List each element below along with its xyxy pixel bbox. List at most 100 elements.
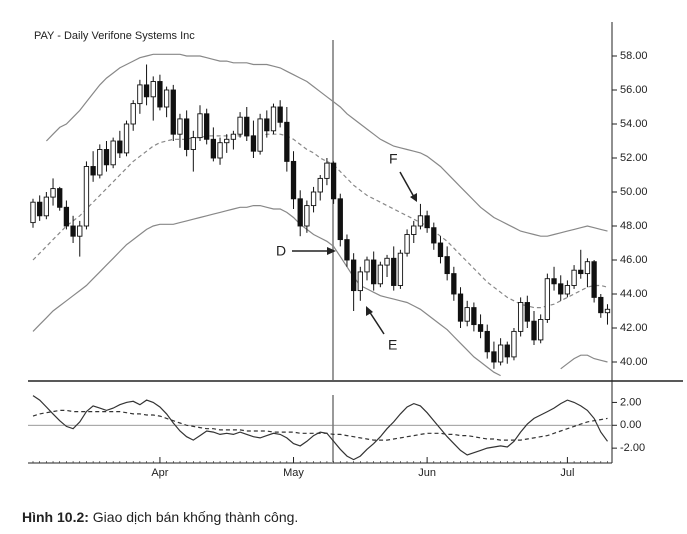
annotation-f: F bbox=[389, 151, 417, 202]
y-tick-label: -2.00 bbox=[620, 442, 645, 454]
candle-body bbox=[57, 188, 63, 208]
candle-body bbox=[270, 106, 277, 132]
candle-body bbox=[591, 261, 597, 298]
candle-body bbox=[411, 225, 417, 235]
candle-body bbox=[571, 269, 577, 286]
candle-body bbox=[310, 191, 317, 207]
band-line bbox=[32, 205, 608, 377]
candle-body bbox=[190, 137, 196, 150]
candle-body bbox=[578, 269, 584, 275]
candle-body bbox=[538, 319, 544, 341]
candle-body bbox=[30, 201, 36, 224]
candle-body bbox=[117, 140, 123, 154]
candle-body bbox=[350, 259, 357, 292]
candle-body bbox=[391, 257, 397, 286]
y-tick-label: 2.00 bbox=[620, 396, 641, 408]
candle-body bbox=[544, 278, 551, 320]
annotation-d: D bbox=[276, 243, 336, 259]
candle-body bbox=[177, 118, 183, 135]
candle-body bbox=[197, 113, 203, 139]
arrowhead bbox=[410, 193, 417, 202]
candle-body bbox=[511, 330, 517, 358]
candle-body bbox=[204, 113, 210, 140]
candle-body bbox=[444, 256, 450, 275]
y-tick-label: 48.00 bbox=[620, 220, 648, 232]
candle-body bbox=[304, 205, 310, 227]
candle-body bbox=[63, 206, 70, 227]
candle-body bbox=[183, 118, 190, 150]
oscillator-line bbox=[32, 395, 608, 461]
candle-body bbox=[130, 103, 136, 125]
x-tick-label: May bbox=[283, 467, 304, 479]
candle-body bbox=[551, 278, 557, 285]
arrow bbox=[368, 310, 385, 335]
candle-body bbox=[564, 285, 571, 295]
candle-body bbox=[97, 149, 103, 176]
candle-body bbox=[143, 84, 150, 98]
candle-body bbox=[337, 198, 343, 241]
arrow bbox=[399, 171, 415, 198]
x-tick-label: Apr bbox=[151, 467, 168, 479]
band-line bbox=[45, 53, 608, 237]
candle-body bbox=[397, 252, 404, 286]
candle-body bbox=[257, 118, 263, 152]
y-tick-label: 52.00 bbox=[620, 152, 648, 164]
candle-body bbox=[224, 138, 230, 144]
candle-body bbox=[217, 142, 223, 159]
candle-body bbox=[504, 344, 510, 358]
candle-body bbox=[43, 196, 50, 217]
candle-body bbox=[230, 133, 237, 140]
candle-body bbox=[157, 81, 163, 108]
candle-body bbox=[491, 351, 497, 363]
x-tick-label: Jul bbox=[560, 467, 574, 479]
candle-body bbox=[324, 162, 330, 179]
y-tick-label: 54.00 bbox=[620, 118, 648, 130]
candle-body bbox=[284, 121, 290, 162]
candle-body bbox=[457, 293, 464, 322]
candle-body bbox=[437, 242, 444, 258]
candle-body bbox=[90, 166, 96, 176]
candle-body bbox=[484, 330, 490, 353]
oscillator-line bbox=[32, 409, 608, 441]
candle-body bbox=[250, 135, 257, 152]
caption-text: Giao dịch bán khống thành công. bbox=[93, 509, 299, 525]
candle-body bbox=[290, 160, 297, 200]
annotation-label: E bbox=[388, 337, 397, 353]
candle-body bbox=[417, 215, 424, 227]
candle-body bbox=[37, 201, 43, 217]
candle-body bbox=[237, 116, 243, 135]
candle-body bbox=[50, 188, 56, 198]
candle-body bbox=[210, 138, 217, 159]
candle-body bbox=[384, 257, 390, 266]
y-tick-label: 58.00 bbox=[620, 50, 648, 62]
candle-body bbox=[297, 198, 303, 227]
candle-body bbox=[558, 283, 564, 295]
candle-body bbox=[464, 307, 470, 322]
y-tick-label: 50.00 bbox=[620, 186, 648, 198]
candle-body bbox=[471, 307, 477, 326]
y-tick-label: 44.00 bbox=[620, 288, 648, 300]
candle-body bbox=[517, 302, 524, 332]
candle-body bbox=[497, 344, 504, 363]
candle-body bbox=[123, 123, 130, 154]
candle-body bbox=[150, 81, 156, 98]
candle-body bbox=[103, 149, 110, 166]
band-line bbox=[32, 133, 608, 309]
candle-body bbox=[364, 259, 370, 273]
candle-body bbox=[404, 234, 410, 254]
candle-body bbox=[377, 264, 384, 285]
candle-body bbox=[357, 271, 363, 292]
candle-body bbox=[604, 308, 611, 314]
candle-body bbox=[531, 320, 537, 341]
candle-body bbox=[70, 225, 76, 237]
annotation-e: E bbox=[366, 306, 397, 353]
caption-label: Hình 10.2: bbox=[22, 509, 89, 525]
candle-body bbox=[317, 177, 323, 193]
candle-body bbox=[170, 89, 176, 135]
candle-body bbox=[83, 166, 90, 227]
candle-body bbox=[371, 259, 377, 285]
